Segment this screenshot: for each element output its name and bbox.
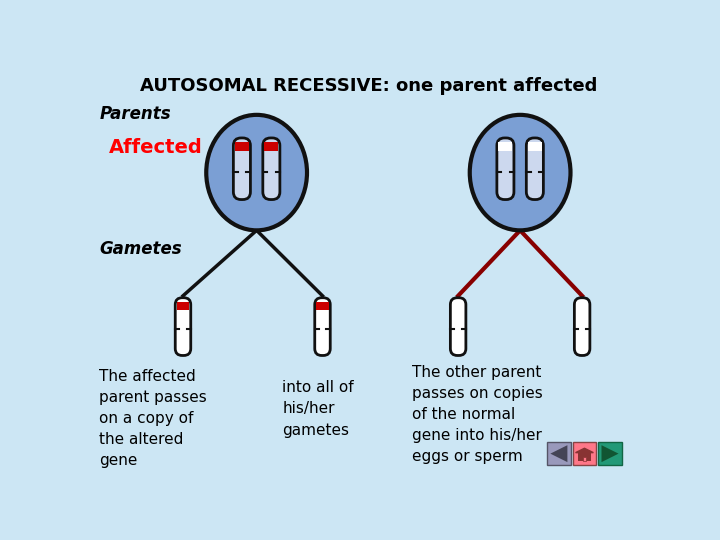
FancyBboxPatch shape: [451, 298, 466, 355]
Bar: [578, 453, 591, 461]
Bar: [177, 302, 189, 310]
Bar: [547, 442, 570, 465]
Text: Gametes: Gametes: [99, 240, 182, 258]
FancyBboxPatch shape: [263, 138, 280, 200]
Text: AUTOSOMAL RECESSIVE: one parent affected: AUTOSOMAL RECESSIVE: one parent affected: [140, 77, 598, 95]
Bar: [316, 302, 329, 310]
Text: Affected: Affected: [109, 138, 203, 157]
Text: Parents: Parents: [99, 105, 171, 123]
Polygon shape: [601, 445, 618, 462]
Bar: [235, 142, 249, 151]
Bar: [264, 142, 279, 151]
FancyBboxPatch shape: [526, 138, 544, 200]
Ellipse shape: [469, 115, 570, 231]
Polygon shape: [575, 448, 593, 453]
FancyBboxPatch shape: [175, 298, 191, 355]
FancyBboxPatch shape: [497, 138, 514, 200]
FancyBboxPatch shape: [315, 298, 330, 355]
Text: into all of
his/her
gametes: into all of his/her gametes: [282, 381, 354, 437]
Bar: [452, 302, 464, 310]
Text: The other parent
passes on copies
of the normal
gene into his/her
eggs or sperm: The other parent passes on copies of the…: [412, 365, 542, 464]
Bar: [598, 442, 621, 465]
FancyBboxPatch shape: [233, 138, 251, 200]
Bar: [498, 142, 513, 151]
Bar: [573, 442, 596, 465]
Polygon shape: [550, 445, 567, 462]
FancyBboxPatch shape: [575, 298, 590, 355]
Text: The affected
parent passes
on a copy of
the altered
gene: The affected parent passes on a copy of …: [99, 369, 207, 468]
Bar: [528, 142, 542, 151]
Bar: [582, 457, 586, 461]
Ellipse shape: [206, 115, 307, 231]
Bar: [576, 302, 588, 310]
